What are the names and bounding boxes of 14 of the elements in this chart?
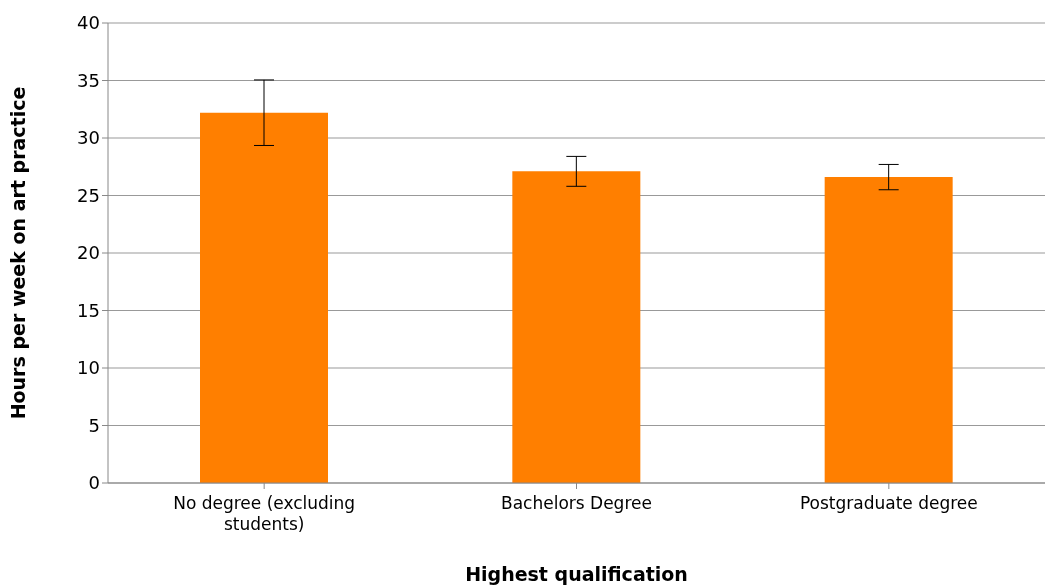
y-axis-title: Hours per week on art practice [6,86,29,420]
y-tick-label: 10 [77,357,100,379]
x-tick-label: No degree (excluding students) [173,493,356,534]
y-tick-label: 0 [88,472,100,494]
y-tick-label: 35 [77,69,100,91]
y-tick-label: 5 [88,414,100,436]
x-axis-title: Highest qualification [465,563,688,585]
y-tick-label: 25 [77,184,100,206]
y-tick-label: 40 [77,12,100,34]
x-tick-label: Bachelors Degree [501,493,652,513]
y-tick-label: 20 [77,242,100,264]
x-tick-label: Postgraduate degree [799,493,978,513]
y-tick-label: 15 [77,299,100,321]
y-tick-label: 30 [77,127,100,149]
